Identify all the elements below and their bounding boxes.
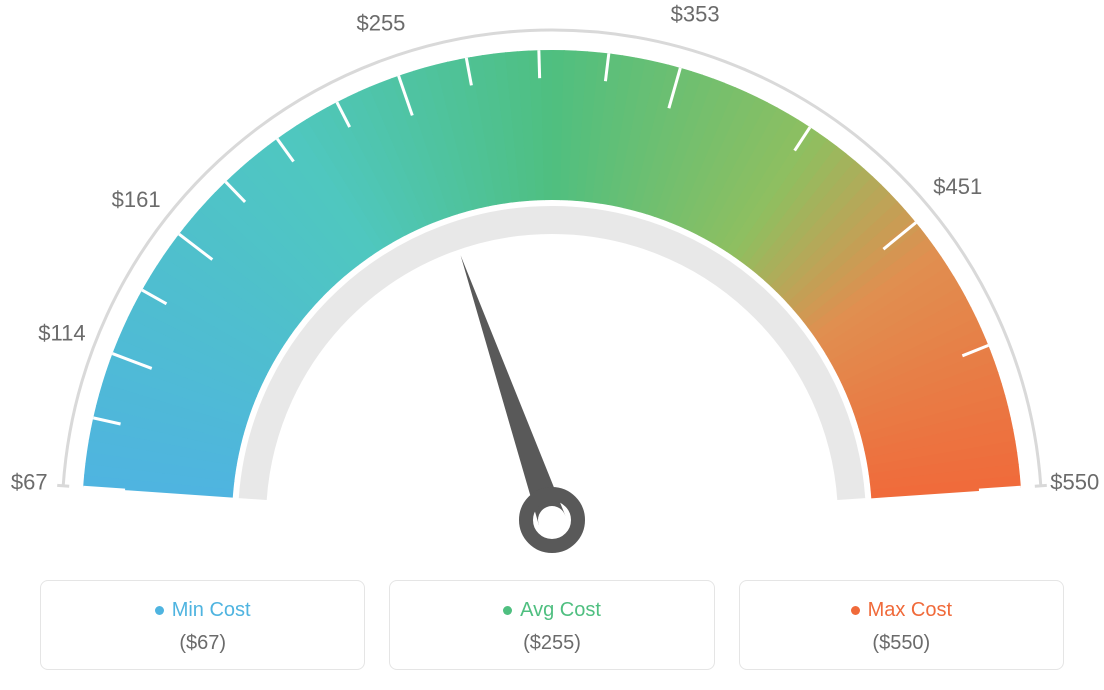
legend-card-min: Min Cost ($67): [40, 580, 365, 670]
svg-text:$451: $451: [933, 174, 982, 199]
legend-label-min: Min Cost: [172, 599, 251, 622]
legend-value-min: ($67): [51, 632, 354, 655]
svg-text:$114: $114: [38, 320, 85, 345]
legend-dot-avg: [503, 606, 512, 615]
legend-card-avg: Avg Cost ($255): [389, 580, 714, 670]
svg-text:$161: $161: [112, 187, 161, 212]
legend-label-avg: Avg Cost: [520, 599, 601, 622]
legend-title-avg: Avg Cost: [503, 599, 601, 622]
legend-title-max: Max Cost: [851, 599, 952, 622]
cost-gauge-container: $67 $114 $161 $255 $353 $451 $550 Min Cost ($6…: [0, 0, 1104, 690]
gauge-svg: $67 $114 $161 $255 $353 $451 $550: [0, 0, 1104, 560]
svg-text:$550: $550: [1050, 469, 1099, 494]
legend-dot-min: [155, 606, 164, 615]
svg-text:$353: $353: [671, 2, 720, 27]
legend-value-avg: ($255): [400, 632, 703, 655]
legend-value-max: ($550): [750, 632, 1053, 655]
svg-text:$255: $255: [356, 11, 405, 36]
legend-row: Min Cost ($67) Avg Cost ($255) Max Cost …: [40, 580, 1064, 670]
legend-label-max: Max Cost: [868, 599, 952, 622]
legend-title-min: Min Cost: [155, 599, 251, 622]
gauge-chart: $67 $114 $161 $255 $353 $451 $550: [0, 0, 1104, 560]
legend-dot-max: [851, 606, 860, 615]
legend-card-max: Max Cost ($550): [739, 580, 1064, 670]
svg-text:$67: $67: [11, 469, 48, 494]
